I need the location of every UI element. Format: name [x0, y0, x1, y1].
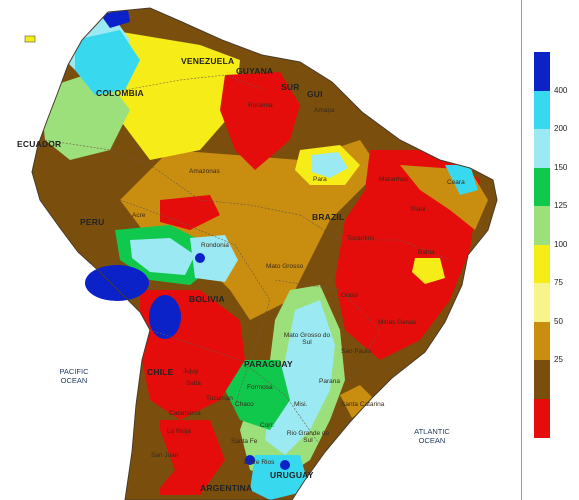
state-label-amazonas: Amazonas	[189, 168, 220, 175]
country-label-ecuador: ECUADOR	[17, 139, 62, 149]
state-label-entre-rios: Entre Rios	[244, 459, 275, 466]
country-label-paraguay: PARAGUAY	[244, 359, 293, 369]
legend-tick-label: 75	[554, 278, 563, 287]
legend-swatch	[534, 52, 550, 91]
state-label-parana: Parana	[319, 378, 340, 385]
legend-tick-label: 400	[554, 85, 568, 95]
country-label-colombia: COLOMBIA	[96, 88, 144, 98]
state-label-ceara: Ceara	[447, 179, 465, 186]
precipitation-legend: 400 200 150 125 100 75 50 25	[532, 52, 576, 444]
frame-divider-line	[521, 0, 522, 500]
state-label-corrientes: Corr.	[260, 422, 275, 429]
legend-swatch	[534, 321, 550, 361]
ocean-label-pacific: PACIFIC OCEAN	[59, 367, 89, 385]
state-label-chaco: Chaco	[235, 401, 254, 408]
legend-tick-label: 50	[554, 316, 563, 326]
state-label-tucuman: Tucuman	[206, 395, 233, 402]
country-label-argentina: ARGENTINA	[200, 483, 253, 493]
state-label-tocantins: Tocantins	[347, 235, 375, 242]
legend-swatch	[534, 90, 550, 130]
ocean-label-atlantic: ATLANTIC OCEAN	[414, 427, 450, 445]
state-label-santa-catarina: Santa Catarina	[341, 401, 385, 408]
legend-swatch	[534, 360, 550, 399]
legend-swatch	[534, 167, 550, 207]
country-label-venezuela: VENEZUELA	[181, 56, 235, 66]
state-label-rondonia: Rondonia	[201, 242, 229, 249]
country-label-bolivia: BOLIVIA	[189, 294, 225, 304]
country-label-uruguay: URUGUAY	[270, 470, 314, 480]
state-label-piaui: Piaui	[411, 206, 426, 213]
country-label-guyana: GUYANA	[236, 66, 274, 76]
state-label-goias: Goias	[341, 292, 358, 299]
country-label-peru: PERU	[80, 217, 105, 227]
country-label-suriname: SUR	[281, 82, 300, 92]
state-label-bahia: Bahia	[418, 249, 435, 256]
legend-swatch	[534, 283, 550, 322]
legend-tick-label: 125	[554, 201, 568, 210]
state-label-para: Para	[313, 176, 327, 183]
precipitation-map	[24, 7, 498, 500]
legend-tick-label: 200	[554, 124, 568, 133]
state-label-mato-grosso-do-sul: Mato Grosso do Sul	[283, 332, 331, 346]
state-label-la-rioja: La Rioja	[167, 428, 191, 435]
legend-swatch	[534, 129, 550, 168]
state-label-salta: Salta	[186, 380, 201, 387]
state-label-amapa: Amapa	[314, 107, 335, 114]
legend-swatch	[534, 244, 550, 284]
state-label-jujuy: Jujuy	[183, 368, 199, 375]
country-label-chile: CHILE	[147, 367, 174, 377]
legend-tick-label: 150	[554, 162, 568, 172]
state-label-acre: Acre	[132, 212, 146, 219]
state-label-san-juan: San Juan	[151, 452, 179, 459]
state-label-roraima: Roraima	[248, 102, 273, 109]
state-label-rio-grande-do-sul: Rio Grande do Sul	[286, 430, 330, 444]
state-label-maranhao: Maranhao	[379, 176, 409, 183]
state-label-sao-paulo: Sao Paulo	[341, 348, 371, 355]
legend-tick-label: 25	[554, 355, 563, 364]
state-label-minas-gerais: Minas Gerais	[378, 319, 417, 326]
state-label-catamarca: Catamarca	[169, 410, 201, 417]
state-label-formosa: Formosa	[247, 384, 273, 391]
state-label-mato-grosso: Mato Grosso	[266, 263, 304, 270]
state-label-misiones: Misi.	[294, 401, 308, 408]
legend-tick-label: 100	[554, 239, 568, 249]
country-label-french-guiana: GUI	[307, 89, 323, 99]
country-label-brazil: BRAZIL	[312, 212, 345, 222]
legend-swatch	[534, 398, 550, 438]
state-label-santa-fe: Santa Fe	[231, 438, 258, 445]
legend-swatch	[534, 206, 550, 245]
